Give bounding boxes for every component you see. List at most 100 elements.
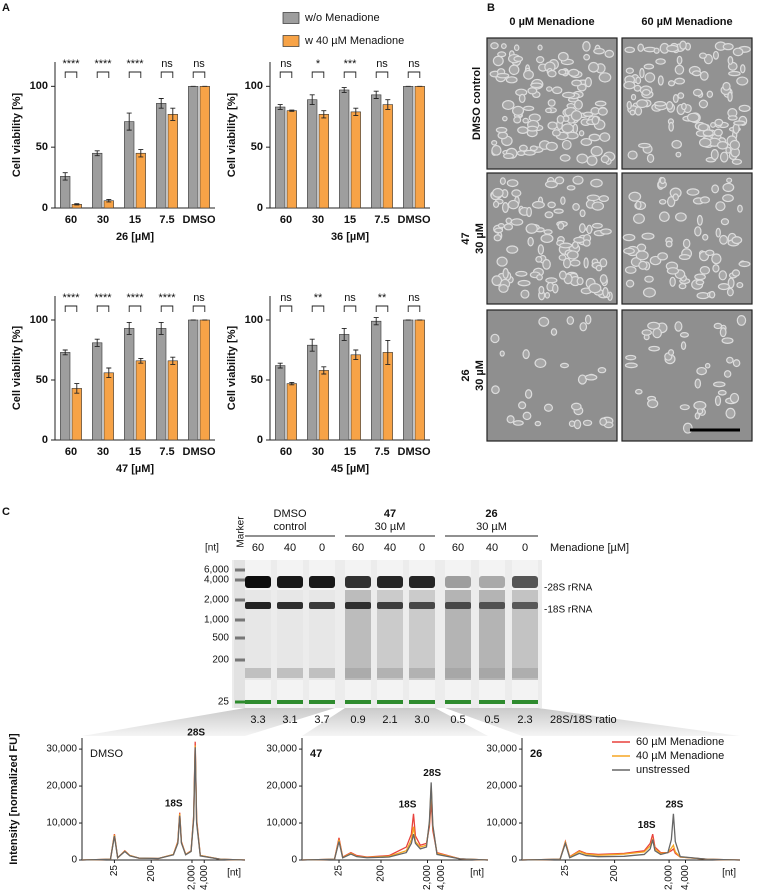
micrograph: [486, 172, 618, 305]
cell: [492, 55, 504, 67]
cell: [604, 49, 615, 58]
cell: [710, 149, 719, 161]
gel-band: [277, 668, 303, 678]
cell: [686, 188, 700, 196]
cell: [496, 256, 508, 267]
x-tick-label: 200: [376, 865, 387, 882]
y-tick-label: 0: [257, 202, 263, 214]
cell: [723, 370, 732, 378]
bar: [403, 319, 414, 441]
cell: [733, 120, 746, 126]
trace: [521, 837, 741, 861]
cell: [644, 275, 654, 283]
significance-label: ****: [126, 292, 144, 304]
cell: [698, 137, 712, 148]
cell: [722, 43, 734, 51]
cell: [674, 64, 685, 75]
cell: [580, 137, 593, 146]
cell: [543, 403, 554, 412]
x-tick-label: 15: [129, 214, 141, 226]
y-tick-label: 20,000: [46, 781, 77, 792]
unit-label: [nt]: [205, 543, 219, 554]
ratio-value: 3.7: [314, 714, 329, 726]
x-tick-label: 200: [609, 865, 620, 882]
error-bar: [126, 321, 132, 335]
cell: [490, 42, 499, 50]
cell: [576, 153, 589, 164]
error-bar: [138, 357, 144, 364]
x-axis-label: [nt]: [227, 868, 241, 879]
cell: [507, 199, 519, 210]
cell: [531, 200, 545, 209]
size-label: 25: [218, 697, 230, 708]
cell: [699, 52, 707, 59]
lane-label: 0: [419, 542, 425, 554]
significance-bracket: [375, 71, 389, 78]
gel-band: [479, 668, 505, 678]
significance-label: ns: [408, 292, 420, 304]
group-subtitle: 30 µM: [375, 521, 406, 533]
error-bar: [158, 98, 164, 109]
cell: [624, 362, 638, 369]
cell: [624, 266, 637, 274]
cell: [591, 115, 600, 125]
cell: [715, 201, 726, 212]
significance-bracket: [311, 305, 325, 312]
cell: [658, 198, 667, 205]
ratio-label: 28S/18S ratio: [550, 714, 617, 726]
cell: [643, 63, 655, 70]
cell: [573, 99, 583, 110]
panel-label: A: [2, 2, 10, 14]
cell: [721, 337, 734, 344]
cell: [570, 110, 583, 122]
cell: [558, 254, 567, 261]
cell: [506, 245, 519, 254]
bar: [382, 104, 393, 209]
cell: [540, 233, 554, 244]
cell: [584, 374, 598, 381]
gel-band: [277, 602, 303, 609]
cell: [553, 208, 564, 214]
cell: [697, 123, 709, 132]
cell: [736, 281, 744, 289]
y-tick-label: 100: [245, 314, 263, 326]
cell: [594, 100, 607, 107]
x-tick-label: 60: [65, 446, 77, 458]
x-tick-label: 60: [280, 446, 292, 458]
cell: [518, 144, 528, 152]
cell: [491, 144, 502, 156]
significance-bracket: [343, 71, 357, 78]
cell: [513, 116, 522, 124]
cell: [667, 80, 676, 87]
bar: [199, 86, 210, 209]
cell: [501, 202, 509, 213]
significance-label: ns: [193, 292, 205, 304]
gel-band: [377, 602, 403, 609]
significance-bracket: [128, 305, 142, 312]
cell: [738, 104, 751, 112]
ladder-band: [235, 636, 245, 640]
cell: [506, 179, 519, 188]
cell: [545, 107, 552, 114]
cell: [696, 366, 707, 376]
bar: [275, 106, 286, 209]
cell: [647, 399, 659, 409]
cell: [558, 270, 567, 280]
cell: [579, 209, 586, 218]
cell: [527, 236, 534, 247]
gel-lane: [445, 560, 471, 708]
significance-bracket: [279, 71, 293, 78]
micrograph-background: [621, 309, 753, 442]
cell: [566, 316, 575, 325]
cell: [625, 354, 637, 361]
trace: [301, 800, 489, 861]
gel-band: [512, 668, 538, 678]
cell: [525, 223, 538, 234]
error-bar: [94, 150, 100, 157]
cell: [677, 92, 685, 99]
cell: [736, 76, 749, 86]
cell: [497, 223, 505, 229]
x-tick-label: 30: [312, 214, 324, 226]
cell: [635, 250, 649, 261]
cell: [718, 270, 727, 281]
